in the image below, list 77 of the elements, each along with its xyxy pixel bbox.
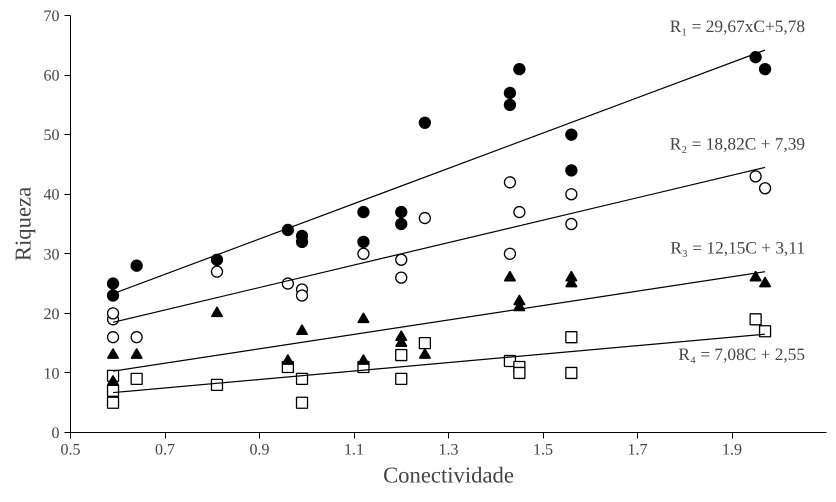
annotation: R₁ = 29,67xC+5,78 — [670, 17, 806, 36]
point — [504, 176, 516, 188]
point — [357, 354, 370, 365]
y-tick-label: 0 — [52, 425, 60, 442]
point — [130, 331, 143, 344]
point — [565, 331, 578, 344]
point — [418, 212, 432, 224]
point — [758, 276, 772, 288]
point — [106, 396, 120, 409]
y-tick-label: 20 — [44, 306, 60, 323]
point — [749, 51, 762, 64]
x-tick-label: 0.9 — [250, 442, 270, 458]
point — [758, 325, 772, 338]
point — [106, 307, 120, 320]
annotation: R₄ = 7,08C + 2,55 — [678, 345, 806, 364]
x-tick-label: 1.1 — [344, 442, 364, 458]
point — [418, 116, 432, 129]
point — [758, 62, 772, 76]
point — [106, 374, 120, 386]
point — [418, 348, 432, 359]
point — [130, 372, 143, 386]
x-tick-label: 0.7 — [155, 442, 175, 458]
point — [395, 271, 408, 284]
point — [296, 289, 308, 302]
point — [357, 248, 370, 260]
y-tick-label: 60 — [44, 68, 60, 85]
point — [565, 188, 578, 200]
point — [565, 164, 578, 177]
point — [418, 336, 432, 350]
point — [357, 236, 370, 248]
point — [758, 182, 772, 194]
y-tick-label: 30 — [44, 246, 60, 264]
point — [565, 218, 578, 230]
point — [282, 354, 294, 365]
x-tick-label: 1.7 — [628, 442, 648, 458]
point — [395, 372, 408, 386]
y-tick-label: 50 — [44, 127, 60, 144]
point — [565, 128, 578, 141]
x-axis-title: Conectividade — [383, 462, 514, 488]
x-tick-label: 1.3 — [438, 442, 458, 458]
point — [106, 277, 120, 290]
point — [749, 270, 762, 282]
point — [504, 86, 516, 100]
point — [106, 331, 120, 344]
point — [504, 248, 516, 260]
point — [513, 366, 526, 380]
point — [296, 324, 308, 336]
point — [395, 254, 408, 266]
point — [210, 254, 224, 266]
y-tick-label: 10 — [44, 365, 60, 382]
point — [749, 170, 762, 182]
point — [106, 289, 120, 302]
point — [395, 218, 408, 230]
point — [296, 396, 308, 409]
y-axis-title: Riqueza — [10, 186, 36, 262]
point — [357, 206, 370, 218]
annotation: R₃ = 12,15C + 3,11 — [670, 238, 806, 258]
point — [395, 348, 408, 362]
point — [513, 62, 526, 76]
point — [357, 312, 370, 324]
point — [513, 206, 526, 218]
point — [504, 270, 516, 282]
point — [395, 206, 408, 218]
point — [210, 266, 224, 278]
x-tick-label: 1.5 — [533, 442, 553, 458]
x-tick-label: 0.5 — [60, 442, 80, 458]
point — [130, 260, 143, 272]
point — [504, 98, 516, 111]
point — [130, 348, 143, 359]
x-tick-label: 1.9 — [722, 442, 742, 458]
point — [749, 313, 762, 326]
y-tick-label: 70 — [44, 8, 60, 25]
annotation: R₂ = 18,82C + 7,39 — [670, 134, 806, 154]
point — [210, 306, 224, 318]
point — [106, 348, 120, 359]
point — [565, 366, 578, 380]
y-tick-label: 40 — [44, 186, 60, 204]
